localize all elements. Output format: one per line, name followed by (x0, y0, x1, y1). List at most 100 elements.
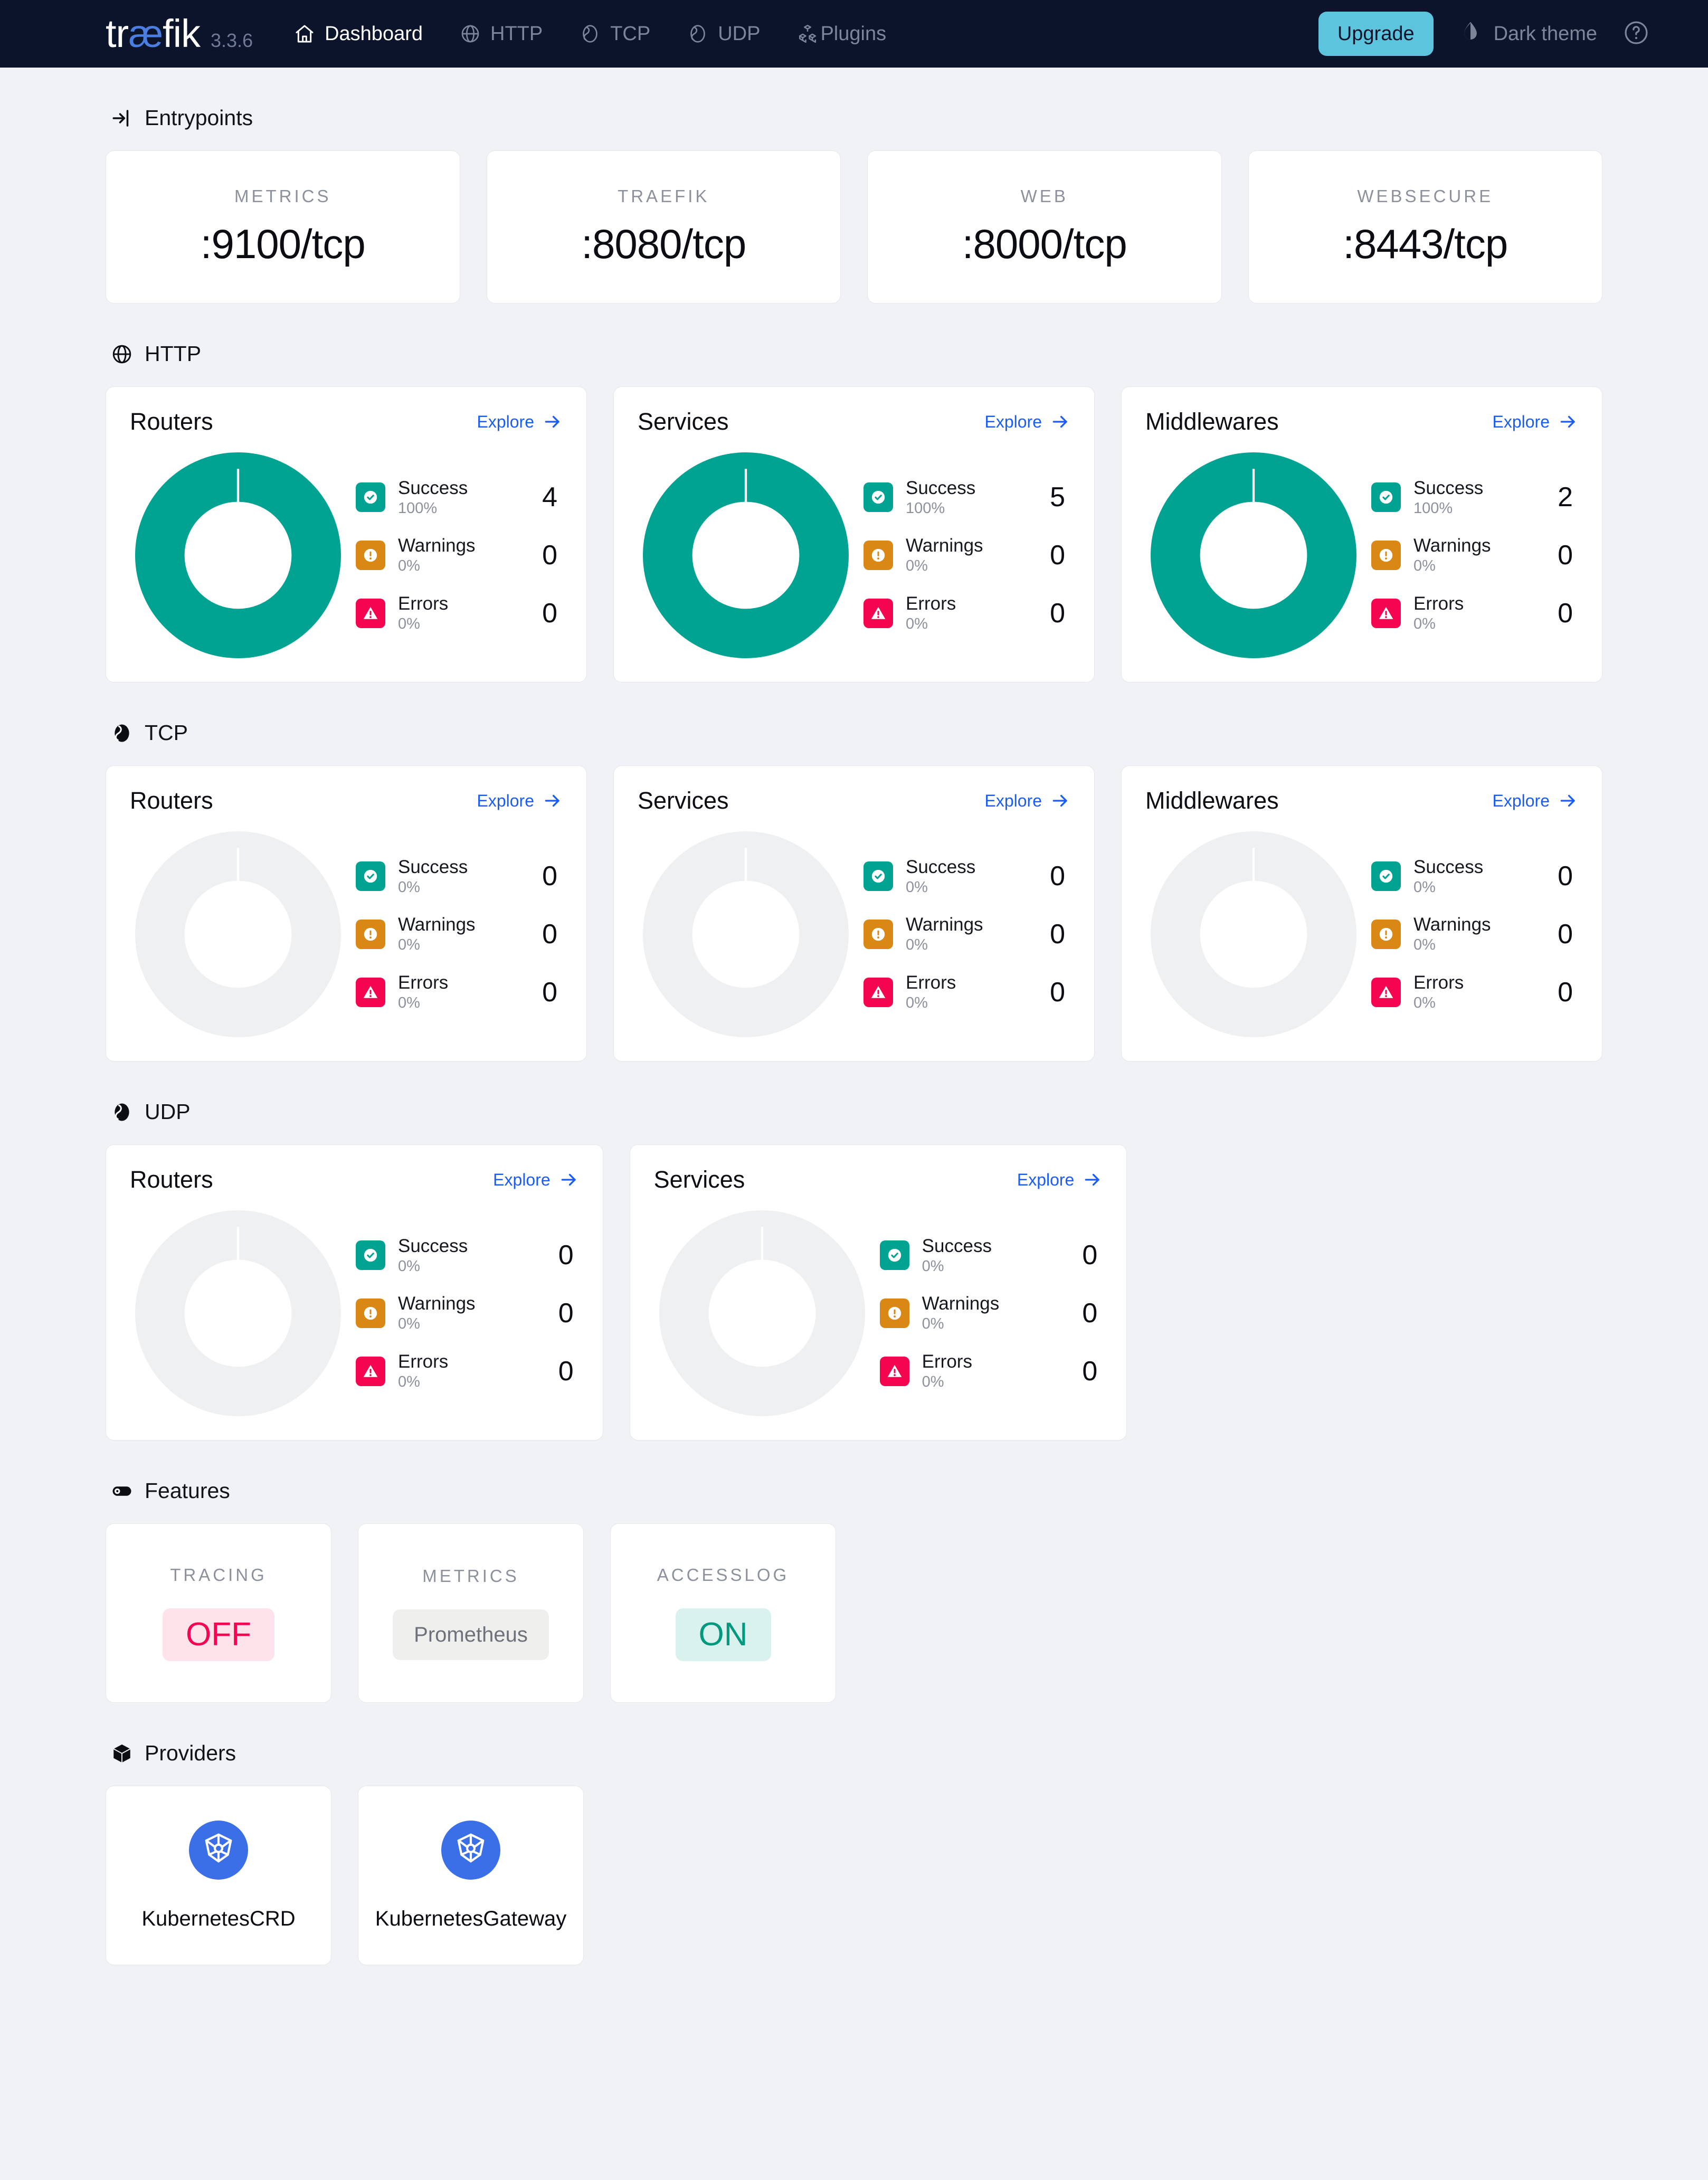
section-header-udp: UDP (111, 1100, 1602, 1124)
entrypoint-card[interactable]: TRAEFIK :8080/tcp (486, 150, 841, 304)
http-cards-row: Routers Explore Success 100% 4 Warnings 0% 0 Err… (106, 386, 1602, 683)
features-row: TRACING OFF METRICS Prometheus ACCESSLOG… (106, 1523, 1602, 1703)
legend-texts: Errors 0% (906, 972, 956, 1012)
legend-value: 0 (1050, 861, 1065, 892)
legend-row-success: Success 0% 0 (356, 857, 557, 897)
legend-row-errors: Errors 0% 0 (356, 972, 557, 1012)
stat-card: Services Explore Success 0% 0 Warnings 0% 0 Erro… (629, 1144, 1127, 1440)
legend-value: 0 (542, 861, 557, 892)
tcp-filled-icon (111, 722, 135, 744)
explore-link[interactable]: Explore (985, 412, 1071, 432)
question-circle-icon (1622, 19, 1650, 49)
nav-label-udp: UDP (718, 23, 761, 45)
legend-row-success: Success 100% 4 (356, 478, 557, 518)
stat-card-header: Middlewares Explore (1145, 408, 1578, 435)
entrypoint-address: :8443/tcp (1343, 220, 1508, 267)
section-header-entrypoints: Entrypoints (111, 106, 1602, 130)
arrow-right-icon (545, 794, 559, 807)
legend-label: Errors (398, 1351, 449, 1372)
legend-label: Errors (906, 972, 956, 993)
tcp-icon (580, 23, 601, 44)
legend-texts: Errors 0% (1413, 593, 1464, 633)
nav-item-tcp[interactable]: TCP (580, 23, 650, 44)
legend-value: 0 (1558, 540, 1573, 571)
legend-row-warnings: Warnings 0% 0 (356, 914, 557, 954)
arrow-right-icon (1560, 415, 1575, 428)
legend-row-success: Success 100% 5 (864, 478, 1065, 518)
legend-percent: 0% (922, 1315, 944, 1333)
plugins-icon (797, 23, 818, 44)
nav-item-udp[interactable]: UDP (687, 23, 760, 44)
explore-label: Explore (1492, 412, 1550, 431)
logo-prefix: tr (106, 12, 129, 55)
legend-texts: Success 0% (398, 1236, 468, 1276)
legend-label: Errors (1413, 972, 1464, 993)
legend-row-errors: Errors 0% 0 (879, 1351, 1097, 1391)
upgrade-button[interactable]: Upgrade (1318, 12, 1434, 56)
legend-percent: 0% (398, 1315, 420, 1333)
legend-label: Warnings (398, 1293, 476, 1314)
stat-card-body: Success 0% 0 Warnings 0% 0 Errors 0% 0 (1145, 831, 1578, 1037)
chart-legend: Success 100% 4 Warnings 0% 0 Errors 0% 0 (341, 478, 563, 633)
legend-value: 0 (558, 1356, 574, 1387)
legend-value: 0 (1082, 1298, 1098, 1329)
dark-theme-toggle[interactable]: Dark theme (1459, 20, 1597, 48)
warnings-icon (864, 541, 893, 570)
feature-name: METRICS (422, 1566, 519, 1586)
provider-card[interactable]: KubernetesGateway (358, 1786, 584, 1965)
donut-chart (135, 452, 341, 658)
arrow-right-icon (1085, 1173, 1100, 1186)
stat-card-title: Middlewares (1145, 408, 1279, 435)
version-label: 3.3.6 (211, 30, 253, 51)
legend-row-errors: Errors 0% 0 (1371, 972, 1573, 1012)
legend-row-success: Success 0% 0 (864, 857, 1065, 897)
donut-chart (1151, 452, 1356, 658)
legend-value: 0 (1558, 598, 1573, 629)
explore-link[interactable]: Explore (985, 791, 1071, 811)
legend-percent: 0% (1413, 994, 1436, 1012)
legend-label: Warnings (398, 535, 476, 556)
chart-legend: Success 0% 0 Warnings 0% 0 Errors 0% 0 (341, 857, 563, 1012)
stat-card-body: Success 0% 0 Warnings 0% 0 Errors 0% 0 (130, 831, 563, 1037)
provider-card[interactable]: KubernetesCRD (106, 1786, 331, 1965)
stat-card-body: Success 100% 2 Warnings 0% 0 Errors 0% 0 (1145, 452, 1578, 658)
arrow-right-icon (561, 1173, 576, 1186)
legend-percent: 0% (922, 1373, 944, 1391)
legend-label: Warnings (398, 914, 476, 935)
legend-value: 0 (542, 540, 557, 571)
legend-value: 0 (558, 1298, 574, 1329)
explore-link[interactable]: Explore (493, 1170, 579, 1190)
explore-link[interactable]: Explore (1493, 412, 1579, 432)
success-icon (356, 482, 385, 513)
help-button[interactable] (1622, 19, 1650, 49)
entrypoint-card[interactable]: METRICS :9100/tcp (106, 150, 460, 304)
legend-label: Warnings (922, 1293, 1000, 1314)
stat-card-header: Services Explore (638, 787, 1070, 814)
chart-legend: Success 0% 0 Warnings 0% 0 Errors 0% 0 (1356, 857, 1578, 1012)
nav-item-dashboard[interactable]: Dashboard (294, 23, 423, 44)
stat-card: Middlewares Explore Success 100% 2 Warnings 0%… (1121, 386, 1602, 683)
explore-link[interactable]: Explore (1493, 791, 1579, 811)
stat-card-body: Success 0% 0 Warnings 0% 0 Errors 0% 0 (130, 1210, 579, 1416)
entrypoint-card[interactable]: WEB :8000/tcp (867, 150, 1222, 304)
legend-row-warnings: Warnings 0% 0 (1371, 535, 1573, 575)
brand[interactable]: træfik 3.3.6 (106, 14, 253, 53)
stat-card-body: Success 100% 5 Warnings 0% 0 Errors 0% 0 (638, 452, 1070, 658)
nav-item-plugins[interactable]: Plugins (797, 23, 886, 44)
nav-label-tcp: TCP (610, 23, 651, 45)
legend-row-success: Success 100% 2 (1371, 478, 1573, 518)
explore-label: Explore (984, 791, 1042, 810)
legend-label: Warnings (1413, 914, 1491, 935)
legend-label: Errors (922, 1351, 972, 1372)
nav-item-http[interactable]: HTTP (460, 23, 543, 44)
legend-row-warnings: Warnings 0% 0 (356, 1293, 574, 1333)
theme-droplet-icon (1459, 20, 1482, 48)
explore-link[interactable]: Explore (477, 412, 563, 432)
legend-row-warnings: Warnings 0% 0 (864, 535, 1065, 575)
legend-texts: Warnings 0% (1413, 914, 1491, 954)
legend-percent: 100% (398, 499, 438, 517)
stat-card-body: Success 100% 4 Warnings 0% 0 Errors 0% 0 (130, 452, 563, 658)
entrypoint-card[interactable]: WEBSECURE :8443/tcp (1248, 150, 1602, 304)
explore-link[interactable]: Explore (1017, 1170, 1103, 1190)
explore-link[interactable]: Explore (477, 791, 563, 811)
